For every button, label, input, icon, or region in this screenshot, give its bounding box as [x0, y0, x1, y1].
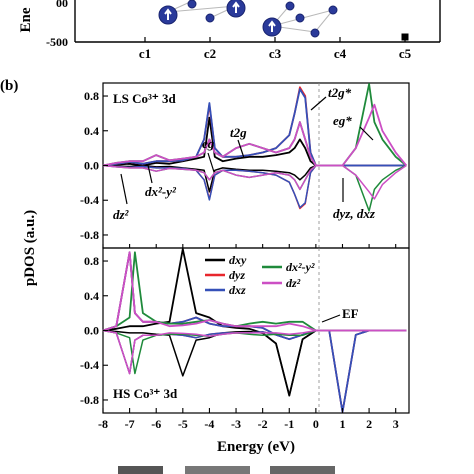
bottom-title: HS Co³⁺ 3d [113, 386, 178, 401]
panel-a-ylabel: Ene [18, 7, 34, 32]
annot-eg-star: eg* [333, 113, 352, 128]
y-tick-label: -0.8 [80, 228, 99, 242]
atom [187, 0, 197, 9]
y-tick-label: 0.4 [84, 124, 99, 138]
x-tick-label: 3 [393, 417, 399, 431]
y-tick-label: -0.4 [80, 193, 99, 207]
y-tick-label: 0.8 [84, 254, 99, 268]
x-axis-label: Energy (eV) [217, 439, 295, 455]
panel-a: Ene 00 -500 c1 c2 c3 c4 c5 [18, 0, 441, 61]
top-title: LS Co³⁺ 3d [113, 91, 177, 106]
series-line [102, 103, 407, 167]
x-ticks: -8 -7 -6 -5 -4 -3 -2 -1 0 1 2 3 [98, 244, 399, 431]
atom [285, 1, 295, 11]
annot-t2g: t2g [230, 125, 247, 140]
panel-a-xtick-label: c3 [269, 46, 282, 61]
annot-dz2: dz² [113, 207, 130, 222]
panel-a-ytick-0: -500 [46, 35, 68, 49]
annot-dx2y2: dx²-y² [145, 184, 177, 199]
panel-a-xtick-label: c1 [139, 46, 151, 61]
x-tick-label: -3 [231, 417, 241, 431]
annot-dz2-arrow [120, 173, 128, 205]
series-line-spin-down [102, 329, 407, 375]
x-tick-label: -6 [151, 417, 161, 431]
y-ticks-bottom: 0.8 0.4 0.0 -0.4 -0.8 [80, 254, 108, 407]
fragment-block-1 [118, 466, 163, 474]
atom [310, 28, 320, 38]
atom [295, 13, 305, 23]
x-tick-label: -5 [178, 417, 188, 431]
annot-dyz-dxz: dyz, dxz [333, 206, 376, 221]
series-line-spin-down [102, 329, 407, 375]
panel-a-xtick-label: c5 [399, 46, 412, 61]
legend-label: dz² [286, 276, 301, 290]
fragment-block-3 [270, 466, 335, 474]
bottom-curves [102, 248, 407, 413]
panel-b-top: LS Co³⁺ 3d t2g eg t2g* eg* dx²-y² dz² dy… [102, 82, 410, 249]
ef-arrow [321, 314, 341, 323]
y-tick-label: 0.8 [84, 89, 99, 103]
series-line [102, 251, 407, 332]
series-line-spin-down [102, 164, 407, 200]
annot-t2g-arrow [237, 139, 245, 159]
atoms [158, 0, 338, 38]
atom [328, 5, 338, 15]
y-tick-label: 0.0 [84, 159, 99, 173]
panel-c-fragment [118, 466, 335, 474]
y-tick-label: 0.4 [84, 289, 99, 303]
annot-eg: eg [202, 136, 215, 151]
panel-a-xtick-label: c2 [204, 46, 216, 61]
legend-label: dx²-y² [286, 260, 315, 274]
panel-b-label: (b) [0, 78, 18, 94]
spin-arrow-icon [268, 20, 276, 32]
panel-a-ytick-partial: 00 [56, 0, 68, 10]
atom [205, 13, 215, 23]
series-line [102, 251, 407, 332]
annot-dx2y2-arrow [147, 164, 153, 184]
spin-arrow-icon [232, 1, 240, 13]
x-tick-label: -8 [98, 417, 108, 431]
y-axis-label: pDOS (a.u.) [22, 210, 38, 286]
legend-label: dxy [229, 253, 247, 267]
x-tick-label: 2 [366, 417, 372, 431]
fragment-block-2 [185, 466, 250, 474]
y-tick-label: 0.0 [84, 324, 99, 338]
annot-t2g-star: t2g* [328, 85, 352, 100]
legend-label: dyz [229, 268, 245, 282]
x-tick-label: -2 [258, 417, 268, 431]
data-marker-c5 [401, 33, 409, 41]
y-ticks-top: 0.8 0.4 0.0 -0.4 -0.8 [80, 89, 108, 242]
x-tick-label: -1 [284, 417, 294, 431]
panel-a-xtick-label: c4 [334, 46, 347, 61]
y-tick-label: -0.4 [80, 358, 99, 372]
top-curves [102, 83, 407, 212]
annot-eg-star-arrow [359, 126, 374, 141]
x-tick-label: -4 [204, 417, 214, 431]
y-tick-label: -0.8 [80, 393, 99, 407]
annot-eg-arrow [207, 152, 215, 173]
ef-label: EF [342, 306, 359, 321]
spin-arrow-icon [164, 8, 172, 20]
legend-label: dxz [229, 283, 246, 297]
annot-t2g-star-arrow [310, 96, 327, 111]
panel-a-xticks: c1 c2 c3 c4 c5 [139, 37, 412, 61]
x-tick-label: 0 [313, 417, 319, 431]
x-tick-label: -7 [125, 417, 135, 431]
x-tick-label: 1 [339, 417, 345, 431]
